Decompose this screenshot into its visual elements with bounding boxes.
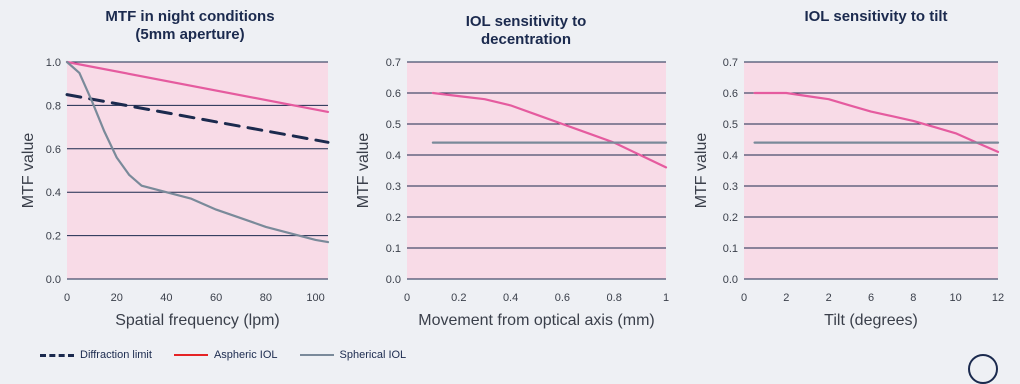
y-tick-label: 0.0	[46, 274, 61, 286]
y-axis-label: MTF value	[355, 133, 372, 209]
y-tick-label: 0.4	[46, 187, 61, 199]
x-tick-label: 8	[910, 292, 916, 304]
x-tick-label: 10	[950, 292, 962, 304]
series-line-spherical	[65, 60, 330, 244]
y-tick-label: 0.6	[46, 144, 61, 156]
x-tick-label: 0	[64, 292, 70, 304]
x-tick-label: 2	[783, 292, 789, 304]
x-tick-label: 0.8	[607, 292, 622, 304]
legend-item-diffraction-limit: Diffraction limit	[40, 349, 152, 361]
chart-title-line: IOL sensitivity to tilt	[804, 8, 947, 25]
legend-swatch-spherical	[299, 354, 334, 356]
x-tick-label: 0.6	[555, 292, 570, 304]
legend-label: Aspheric IOL	[213, 349, 278, 361]
series-line-diffraction	[65, 93, 330, 144]
y-tick-label: 0.1	[723, 243, 738, 255]
y-tick-label: 0.4	[386, 150, 401, 162]
x-tick-label: 20	[111, 292, 123, 304]
y-tick-label: 0.3	[723, 181, 738, 193]
y-tick-label: 0.1	[386, 243, 401, 255]
legend-item-aspheric-iol: Aspheric IOL	[173, 349, 278, 361]
series-line-aspheric	[753, 91, 1000, 153]
legend-swatch-aspheric	[173, 354, 208, 356]
y-tick-label: 1.0	[46, 57, 61, 69]
y-tick-label: 0.0	[723, 274, 738, 286]
y-tick-label: 0.2	[46, 231, 61, 243]
x-axis-label: Movement from optical axis (mm)	[418, 312, 655, 329]
x-tick-label: 1	[663, 292, 669, 304]
x-axis-label: Spatial frequency (lpm)	[115, 312, 280, 329]
y-axis-label: MTF value	[693, 133, 710, 209]
y-tick-label: 0.6	[386, 88, 401, 100]
y-tick-label: 0.2	[723, 212, 738, 224]
legend: Diffraction limit Aspheric IOL Spherical…	[40, 346, 406, 364]
chart-title: IOL sensitivity to decentration	[466, 13, 587, 48]
series-line-aspheric	[431, 91, 668, 169]
y-tick-label: 0.0	[386, 274, 401, 286]
y-tick-label: 0.8	[46, 100, 61, 112]
y-tick-label: 0.4	[723, 150, 738, 162]
y-tick-label: 0.6	[723, 88, 738, 100]
plot-area-1	[67, 62, 328, 279]
legend-swatch-dashed	[40, 353, 74, 357]
y-tick-label: 0.5	[386, 119, 401, 131]
legend-item-spherical-iol: Spherical IOL	[299, 349, 407, 361]
y-axis-label: MTF value	[20, 133, 37, 209]
x-tick-label: 80	[260, 292, 272, 304]
chart-title: MTF in night conditions (5mm aperture)	[105, 8, 274, 43]
y-tick-label: 0.7	[386, 57, 401, 69]
x-tick-label: 0	[741, 292, 747, 304]
x-tick-label: 6	[868, 292, 874, 304]
x-tick-label: 0.2	[451, 292, 466, 304]
x-tick-label: 0.4	[503, 292, 518, 304]
y-tick-label: 0.2	[386, 212, 401, 224]
series-line-aspheric	[65, 60, 330, 114]
x-tick-label: 40	[160, 292, 172, 304]
x-tick-label: 100	[306, 292, 324, 304]
plot-area-3	[744, 62, 998, 279]
y-tick-label: 0.3	[386, 181, 401, 193]
x-tick-label: 60	[210, 292, 222, 304]
legend-label: Spherical IOL	[339, 349, 407, 361]
x-axis-label: Tilt (degrees)	[824, 312, 918, 329]
plot-area-2	[407, 62, 666, 279]
y-tick-label: 0.5	[723, 119, 738, 131]
corner-circle-icon	[968, 354, 998, 384]
legend-label: Diffraction limit	[80, 349, 152, 361]
x-tick-label: 0	[404, 292, 410, 304]
x-tick-label: 2	[826, 292, 832, 304]
chart-title-line: MTF in night conditions	[105, 8, 274, 25]
chart-title-line: decentration	[481, 31, 571, 48]
chart-title: IOL sensitivity to tilt	[804, 8, 947, 25]
chart-title-line: IOL sensitivity to	[466, 13, 587, 30]
x-tick-label: 12	[992, 292, 1004, 304]
y-tick-label: 0.7	[723, 57, 738, 69]
chart-title-line: (5mm aperture)	[135, 26, 244, 43]
